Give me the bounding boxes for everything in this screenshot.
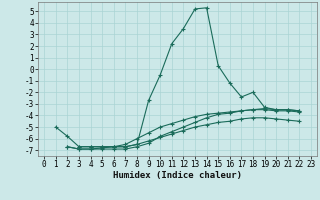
X-axis label: Humidex (Indice chaleur): Humidex (Indice chaleur) (113, 171, 242, 180)
